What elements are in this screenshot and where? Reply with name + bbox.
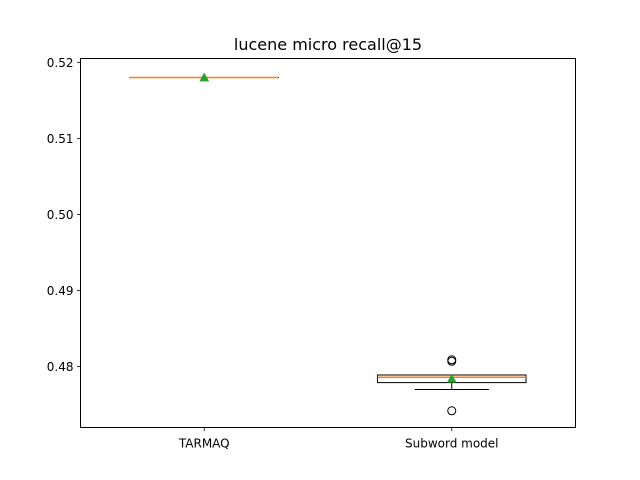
y-tick-label: 0.48 xyxy=(47,360,74,374)
chart-title: lucene micro recall@15 xyxy=(234,35,422,54)
y-tick-label: 0.50 xyxy=(47,208,74,222)
y-tick-label: 0.52 xyxy=(47,56,74,70)
mean-marker xyxy=(199,72,210,82)
outlier-point xyxy=(447,355,457,365)
mean-marker xyxy=(446,373,457,383)
x-tick-label: TARMAQ xyxy=(178,437,230,451)
plot-area: 0.48 0.49 0.50 0.51 0.52 TARMAQ Subword model xyxy=(47,56,527,451)
outlier-point xyxy=(447,406,457,416)
x-tick-label: Subword model xyxy=(405,437,499,451)
axes-frame xyxy=(80,58,576,428)
y-tick-label: 0.51 xyxy=(47,132,74,146)
y-tick-label: 0.49 xyxy=(47,284,74,298)
